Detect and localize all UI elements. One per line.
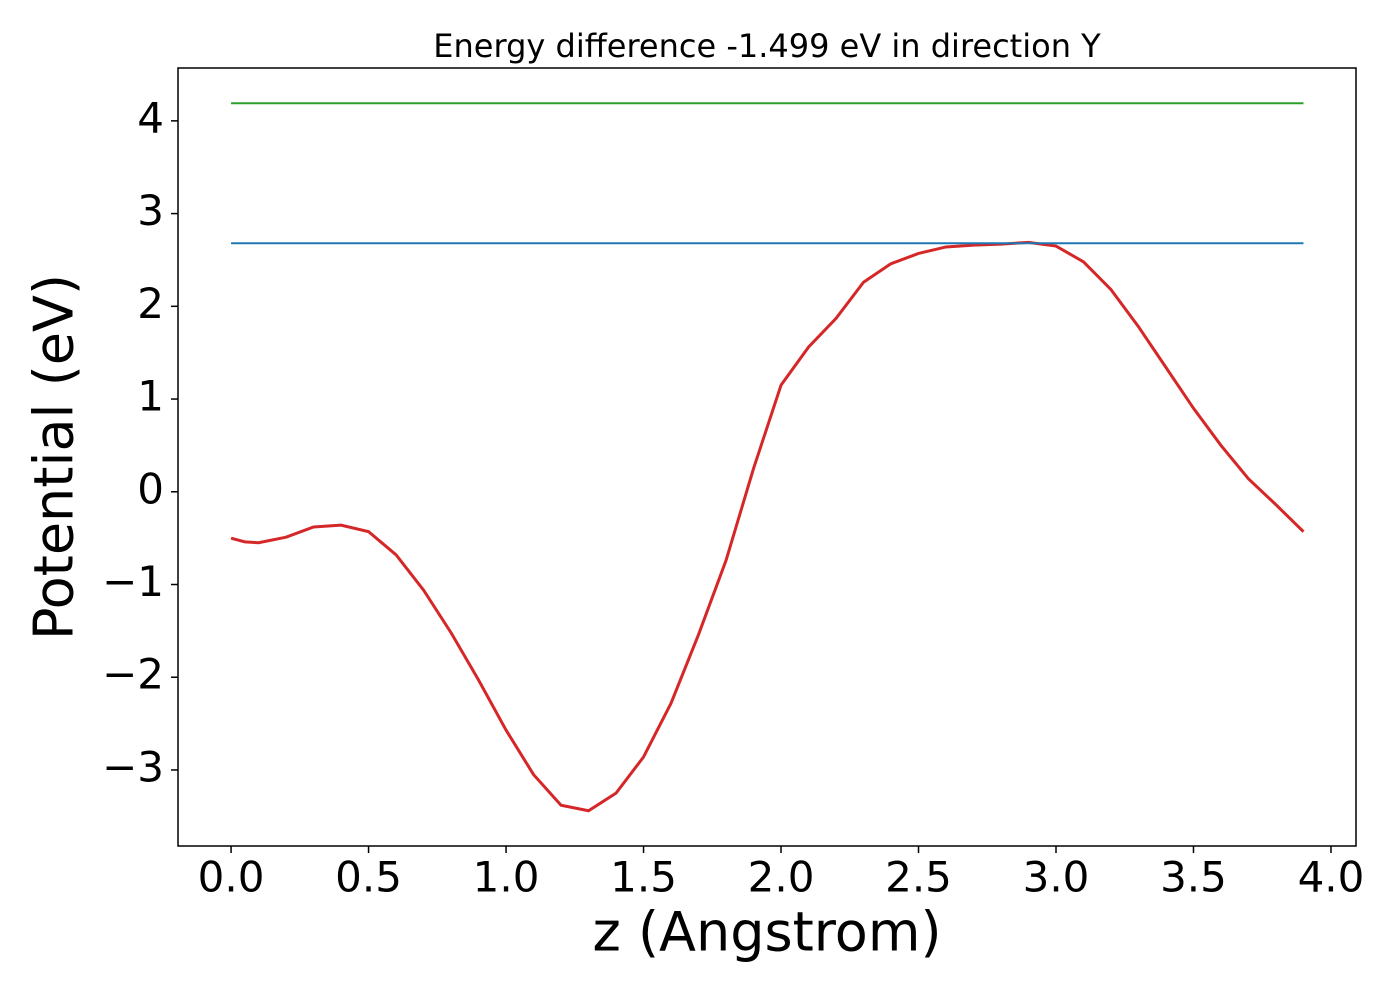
x-tick-label: 3.0 [1023, 853, 1090, 902]
y-tick-label: 0 [137, 464, 164, 513]
data-line [230, 240, 1305, 813]
x-tick-label: 1.5 [610, 853, 677, 902]
x-axis-label: z (Angstrom) [592, 901, 941, 964]
y-tick-label: 4 [137, 93, 164, 142]
x-tick-label: 3.5 [1160, 853, 1227, 902]
x-tick-label: 2.5 [885, 853, 952, 902]
x-tick-label: 0.0 [198, 853, 265, 902]
y-tick-label: −2 [102, 650, 164, 699]
chart-title: Energy difference -1.499 eV in direction… [433, 27, 1101, 65]
y-axis-label: Potential (eV) [23, 274, 86, 640]
y-tick-label: 3 [137, 186, 164, 235]
x-tick-label: 1.0 [473, 853, 540, 902]
y-tick-label: 2 [137, 279, 164, 328]
plot-frame [177, 67, 1357, 847]
y-tick-label: −3 [102, 742, 164, 791]
x-tick-label: 0.5 [335, 853, 402, 902]
y-tick-label: 1 [137, 372, 164, 421]
y-tick-label: −1 [102, 557, 164, 606]
x-tick-label: 2.0 [748, 853, 815, 902]
x-tick-label: 4.0 [1298, 853, 1365, 902]
